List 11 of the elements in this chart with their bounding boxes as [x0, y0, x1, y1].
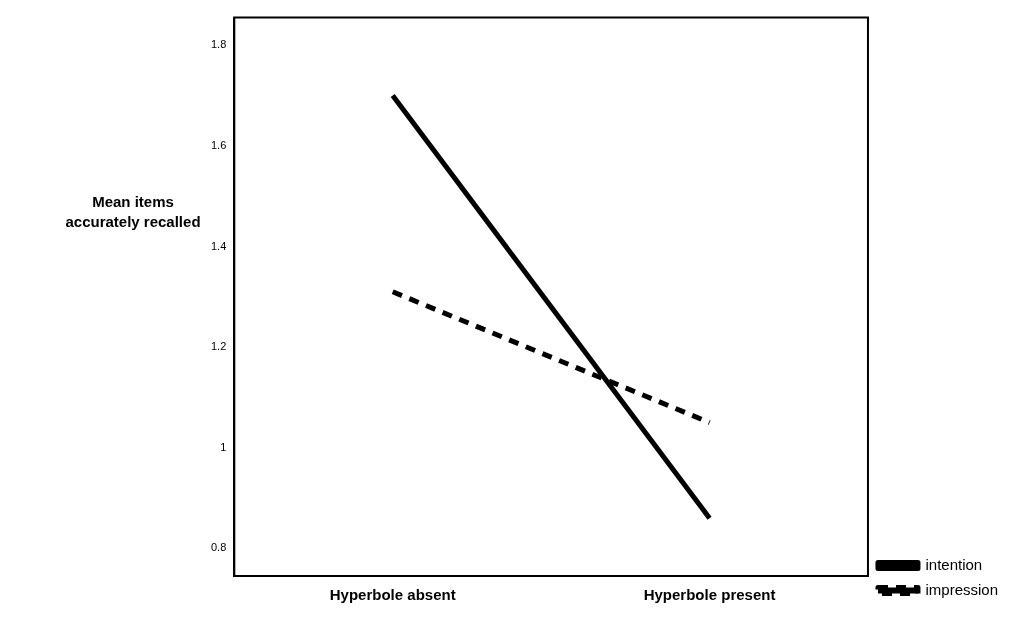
y-tick-label: 1.6: [210, 138, 227, 151]
y-tick-label: 1.4: [210, 239, 227, 252]
y-tick-label: 0.8: [210, 541, 227, 554]
y-axis-title: Mean items accurately recalled: [65, 192, 201, 230]
y-tick-label: 1.8: [210, 38, 227, 51]
legend-label: impression: [925, 580, 999, 598]
legend-label: intention: [925, 555, 983, 573]
y-tick-label: 1: [220, 440, 227, 453]
x-tick-label: Hyperbole absent: [329, 586, 456, 604]
y-tick-label: 1.2: [210, 340, 227, 353]
x-tick-label: Hyperbole present: [643, 586, 776, 604]
